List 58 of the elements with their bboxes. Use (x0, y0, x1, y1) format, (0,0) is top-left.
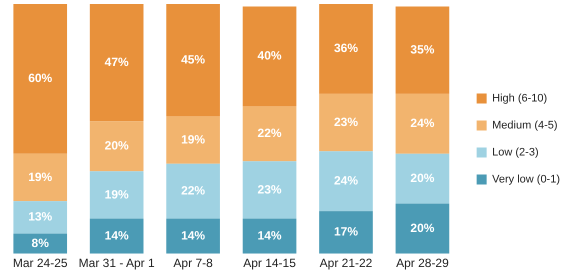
bar (396, 204, 450, 254)
bar (13, 201, 68, 234)
bar (13, 234, 68, 254)
data-label: 20% (104, 138, 129, 153)
x-tick-label: Mar 24-25 (12, 256, 68, 270)
data-label: 24% (334, 174, 358, 188)
data-label: 23% (334, 114, 358, 129)
data-label: 13% (28, 210, 53, 224)
bar (396, 94, 450, 154)
bar (242, 106, 296, 162)
data-label: 22% (258, 126, 282, 140)
x-tick-label: Apr 21-22 (320, 256, 373, 270)
bar (90, 121, 144, 172)
data-label: 20% (410, 220, 435, 235)
x-tick-label: Apr 28-29 (396, 256, 450, 270)
data-label: 40% (258, 48, 282, 63)
data-label: 14% (258, 228, 282, 242)
x-tick-label: Mar 31 - Apr 1 (78, 256, 156, 270)
bar (242, 161, 296, 219)
bar (13, 154, 68, 202)
bar (166, 218, 220, 254)
data-label: 17% (334, 224, 358, 239)
bar (242, 6, 296, 106)
bar (396, 154, 450, 204)
x-tick-label: Apr 14-15 (243, 256, 296, 270)
data-label: 47% (104, 54, 129, 69)
bar (396, 6, 450, 94)
bar (319, 211, 373, 254)
data-label: 19% (181, 132, 206, 146)
bar (319, 151, 373, 212)
legend-label: Low (2-3) (492, 146, 539, 159)
data-label: 19% (104, 187, 129, 202)
data-label: 19% (28, 170, 53, 184)
bar (90, 4, 144, 122)
bar (242, 218, 296, 254)
data-label: 36% (334, 41, 358, 56)
x-tick-label: Apr 7-8 (173, 256, 214, 270)
legend-label: Medium (4-5) (492, 120, 558, 132)
bar (13, 4, 68, 154)
data-label: 24% (410, 116, 435, 130)
data-label: 60% (28, 71, 53, 86)
bar (319, 4, 373, 94)
bar (90, 171, 144, 219)
bar (166, 116, 220, 164)
data-label: 14% (104, 228, 129, 242)
data-label: 14% (181, 228, 206, 242)
legend-label: High (6-10) (492, 92, 548, 105)
bar (166, 164, 220, 219)
bar (319, 94, 373, 152)
data-label: 23% (258, 182, 282, 196)
data-label: 35% (410, 42, 435, 56)
data-label: 8% (32, 236, 50, 250)
data-label: 20% (410, 171, 435, 186)
bar (166, 4, 220, 116)
data-label: 45% (181, 52, 206, 66)
data-label: 22% (181, 184, 206, 198)
legend-label: Very low (0-1) (492, 174, 560, 186)
bar (90, 218, 144, 254)
